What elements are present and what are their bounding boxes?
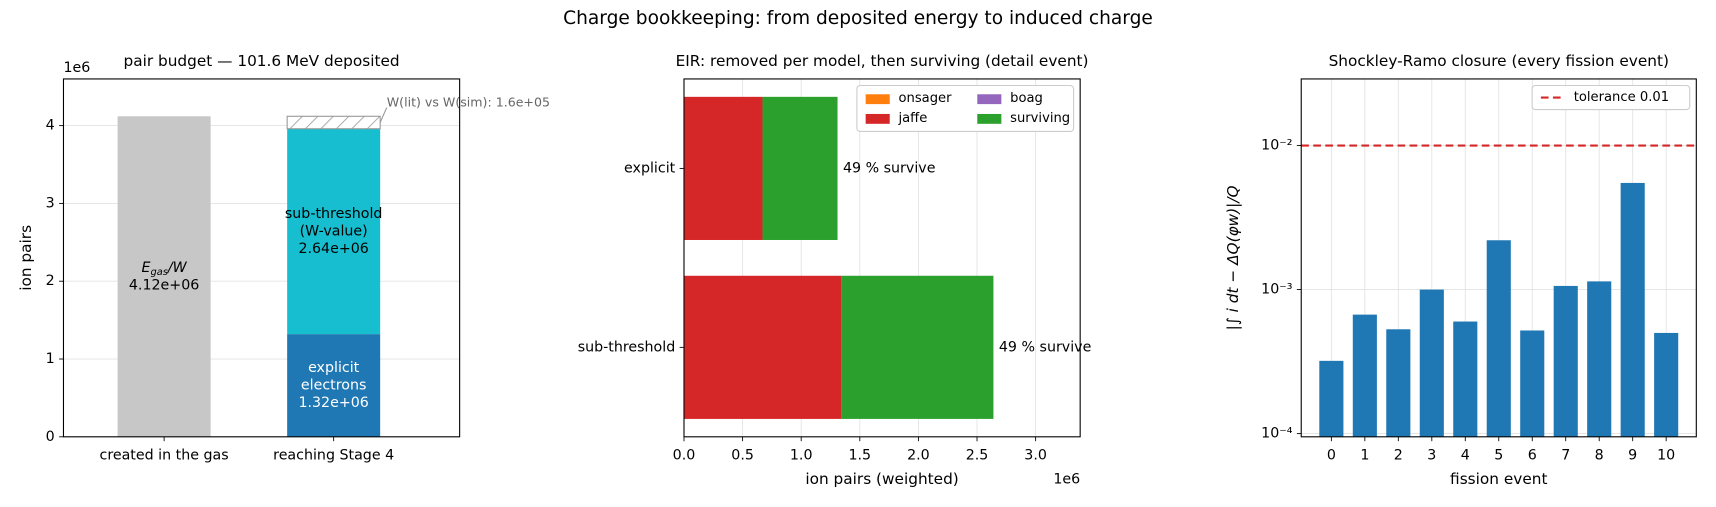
bar — [1319, 360, 1344, 437]
annotation: W(lit) vs W(sim): 1.6e+05 — [387, 95, 550, 110]
legend-label: onsager — [898, 91, 952, 106]
legend-swatch — [865, 94, 890, 105]
y-tick-label: 2 — [46, 273, 55, 289]
y-axis-label: |∫ i dt − ΔQ(φw)|/Q — [1224, 185, 1242, 330]
segment-name: E — [141, 260, 150, 276]
y-tick-label: 10⁻² — [1261, 138, 1292, 154]
legend-swatch — [977, 94, 1002, 105]
bar-segment — [287, 334, 381, 437]
x-tick-label: 9 — [1628, 447, 1637, 463]
segment-name: explicit — [308, 360, 360, 376]
bar — [1620, 182, 1645, 437]
x-tick-label: 0.0 — [673, 447, 696, 463]
segment-label: Egas/W 4.12e+06 — [129, 260, 199, 294]
x-tick-label: 6 — [1528, 447, 1537, 463]
legend-box — [1531, 84, 1691, 111]
x-offset-label: 1e6 — [1053, 471, 1080, 487]
figure-title: Charge bookkeeping: from deposited energ… — [563, 8, 1153, 29]
y-tick-label: sub-threshold — [578, 339, 676, 355]
x-tick-label: 10 — [1657, 447, 1675, 463]
x-tick-label: created in the gas — [100, 447, 229, 463]
x-tick-label: 7 — [1561, 447, 1570, 463]
x-tick-label: 1.5 — [848, 447, 871, 463]
x-tick-label: 2 — [1394, 447, 1403, 463]
x-tick-label: 0 — [1327, 447, 1336, 463]
legend-label: boag — [1010, 91, 1043, 106]
bar — [1386, 329, 1411, 437]
y-tick-label: 10⁻³ — [1261, 282, 1292, 298]
x-axis-label: fission event — [1450, 470, 1547, 488]
segment-name: sub-threshold — [285, 206, 383, 222]
legend-box — [856, 84, 1075, 133]
axes-frame — [62, 78, 461, 438]
bar — [1520, 330, 1545, 437]
bar — [1587, 281, 1612, 437]
legend-label: jaffe — [897, 111, 927, 126]
y-tick-label: 0 — [46, 429, 55, 445]
y-tick-label: 3 — [46, 195, 55, 211]
subplot-title: Shockley-Ramo closure (every fission eve… — [1329, 52, 1669, 70]
legend-swatch — [865, 113, 890, 124]
bar-segment — [287, 128, 381, 335]
bar-segment — [762, 96, 838, 240]
bar-segment — [841, 275, 994, 419]
x-tick-label: 1 — [1360, 447, 1369, 463]
value-label: 1.32e+06 — [298, 395, 368, 411]
y-tick-label: explicit — [624, 160, 676, 176]
value-label: 4.12e+06 — [129, 277, 199, 293]
legend-swatch — [977, 113, 1002, 124]
x-tick-label: 0.5 — [731, 447, 754, 463]
x-tick-label: 1.0 — [790, 447, 813, 463]
segment-label: sub-threshold (W-value) 2.64e+06 — [285, 206, 383, 257]
annotation-leader — [379, 107, 388, 123]
legend-label: surviving — [1010, 111, 1070, 126]
y-tick-label: 10⁻⁴ — [1261, 426, 1293, 442]
x-tick-label: 2.5 — [966, 447, 989, 463]
bar-segment — [117, 116, 211, 437]
x-tick-label: reaching Stage 4 — [273, 447, 394, 463]
x-tick-label: 4 — [1461, 447, 1470, 463]
legend-label: tolerance 0.01 — [1574, 90, 1669, 105]
bar — [1419, 289, 1444, 437]
segment-label: explicit electrons 1.32e+06 — [298, 360, 368, 411]
segment-name: (W-value) — [300, 223, 368, 239]
bar — [1453, 321, 1478, 437]
x-tick-label: 3.0 — [1024, 447, 1047, 463]
segment-name-subscript: gas — [150, 267, 167, 278]
bar-annotation: 49 % survive — [999, 339, 1091, 355]
y-tick-label: 4 — [46, 118, 55, 134]
x-tick-label: 2.0 — [907, 447, 930, 463]
bar — [1553, 285, 1578, 437]
x-tick-label: 8 — [1595, 447, 1604, 463]
bar-annotation: 49 % survive — [843, 160, 935, 176]
subplot-title: pair budget — 101.6 MeV deposited — [123, 52, 399, 70]
x-tick-label: 3 — [1427, 447, 1436, 463]
bar — [1654, 332, 1679, 437]
axes-frame — [683, 78, 1081, 438]
y-tick-label: 1 — [46, 351, 55, 367]
x-axis-label: ion pairs (weighted) — [805, 470, 958, 488]
segment-name: /W — [166, 260, 188, 276]
segment-name: electrons — [301, 377, 366, 393]
bar-segment — [683, 96, 763, 240]
axes-frame — [1300, 78, 1697, 438]
bar — [1486, 240, 1511, 437]
bar — [1352, 314, 1377, 437]
value-label: 2.64e+06 — [298, 241, 368, 257]
hatched-bar-segment — [286, 115, 381, 130]
subplot-title: EIR: removed per model, then surviving (… — [676, 52, 1089, 70]
bar-segment — [683, 275, 842, 419]
y-axis-label: ion pairs — [17, 225, 35, 291]
y-offset-label: 1e6 — [63, 60, 90, 76]
x-tick-label: 5 — [1494, 447, 1503, 463]
